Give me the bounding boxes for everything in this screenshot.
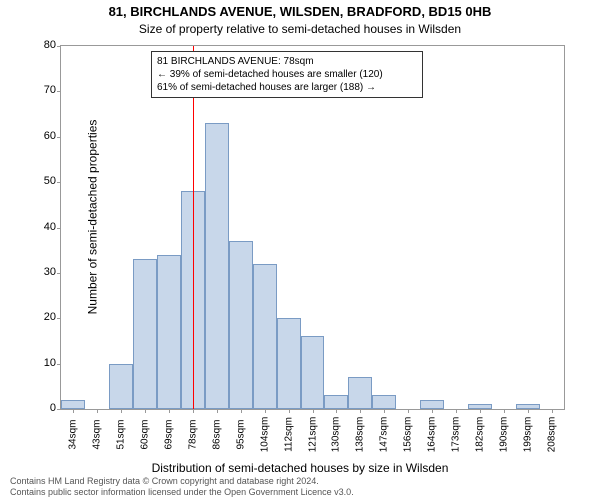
x-tick-label: 208sqm	[547, 415, 558, 455]
x-axis-label: Distribution of semi-detached houses by …	[0, 461, 600, 475]
x-tick-mark	[73, 409, 74, 413]
y-tick-mark	[57, 91, 61, 92]
x-tick-label: 138sqm	[355, 415, 366, 455]
histogram-bar	[301, 336, 325, 409]
x-tick-label: 182sqm	[475, 415, 486, 455]
x-tick-mark	[480, 409, 481, 413]
y-tick-label: 70	[26, 84, 56, 96]
y-tick-mark	[57, 409, 61, 410]
x-tick-mark	[504, 409, 505, 413]
x-tick-mark	[193, 409, 194, 413]
x-tick-mark	[289, 409, 290, 413]
reference-line	[193, 46, 194, 409]
y-tick-mark	[57, 46, 61, 47]
x-tick-mark	[265, 409, 266, 413]
annotation-line2: ← 39% of semi-detached houses are smalle…	[157, 68, 417, 81]
x-tick-label: 190sqm	[499, 415, 510, 455]
y-tick-label: 80	[26, 39, 56, 51]
x-tick-label: 95sqm	[235, 415, 246, 455]
x-tick-mark	[169, 409, 170, 413]
x-tick-mark	[145, 409, 146, 413]
x-tick-label: 34sqm	[67, 415, 78, 455]
x-tick-mark	[336, 409, 337, 413]
y-tick-label: 50	[26, 175, 56, 187]
x-tick-mark	[432, 409, 433, 413]
x-tick-mark	[241, 409, 242, 413]
histogram-bar	[109, 364, 133, 409]
x-tick-label: 130sqm	[331, 415, 342, 455]
x-tick-mark	[217, 409, 218, 413]
y-tick-mark	[57, 182, 61, 183]
x-tick-mark	[384, 409, 385, 413]
x-tick-label: 60sqm	[139, 415, 150, 455]
histogram-bar	[253, 264, 277, 409]
x-tick-label: 173sqm	[451, 415, 462, 455]
chart-plot-area: 0102030405060708034sqm43sqm51sqm60sqm69s…	[60, 45, 565, 410]
annotation-line1: 81 BIRCHLANDS AVENUE: 78sqm	[157, 55, 417, 68]
x-tick-mark	[528, 409, 529, 413]
x-tick-mark	[121, 409, 122, 413]
x-tick-label: 147sqm	[379, 415, 390, 455]
y-tick-label: 60	[26, 130, 56, 142]
copyright-text: Contains HM Land Registry data © Crown c…	[10, 476, 354, 498]
annotation-line3: 61% of semi-detached houses are larger (…	[157, 81, 417, 94]
y-tick-label: 20	[26, 311, 56, 323]
copyright-line1: Contains HM Land Registry data © Crown c…	[10, 476, 354, 487]
y-tick-mark	[57, 318, 61, 319]
x-tick-label: 121sqm	[307, 415, 318, 455]
x-tick-mark	[97, 409, 98, 413]
annotation-box: 81 BIRCHLANDS AVENUE: 78sqm← 39% of semi…	[151, 51, 423, 98]
x-tick-label: 69sqm	[163, 415, 174, 455]
x-tick-label: 112sqm	[283, 415, 294, 455]
histogram-bar	[205, 123, 229, 409]
histogram-bar	[277, 318, 301, 409]
x-tick-mark	[408, 409, 409, 413]
histogram-bar	[324, 395, 348, 409]
y-tick-label: 30	[26, 266, 56, 278]
histogram-bar	[229, 241, 253, 409]
x-tick-label: 199sqm	[523, 415, 534, 455]
y-tick-mark	[57, 364, 61, 365]
x-tick-label: 156sqm	[403, 415, 414, 455]
y-tick-mark	[57, 228, 61, 229]
histogram-bar	[157, 255, 181, 409]
histogram-bar	[61, 400, 85, 409]
x-tick-label: 51sqm	[115, 415, 126, 455]
chart-title-sub: Size of property relative to semi-detach…	[0, 22, 600, 36]
copyright-line2: Contains public sector information licen…	[10, 487, 354, 498]
x-tick-label: 164sqm	[427, 415, 438, 455]
x-tick-label: 86sqm	[211, 415, 222, 455]
histogram-bar	[348, 377, 372, 409]
y-tick-label: 40	[26, 221, 56, 233]
x-tick-mark	[456, 409, 457, 413]
histogram-bar	[372, 395, 396, 409]
x-tick-label: 78sqm	[187, 415, 198, 455]
x-tick-label: 104sqm	[259, 415, 270, 455]
histogram-bar	[133, 259, 157, 409]
chart-title-main: 81, BIRCHLANDS AVENUE, WILSDEN, BRADFORD…	[0, 4, 600, 19]
histogram-bar	[420, 400, 444, 409]
y-tick-label: 10	[26, 357, 56, 369]
y-tick-mark	[57, 273, 61, 274]
y-tick-label: 0	[26, 402, 56, 414]
y-tick-mark	[57, 137, 61, 138]
x-tick-mark	[552, 409, 553, 413]
x-tick-mark	[360, 409, 361, 413]
x-tick-mark	[313, 409, 314, 413]
x-tick-label: 43sqm	[91, 415, 102, 455]
